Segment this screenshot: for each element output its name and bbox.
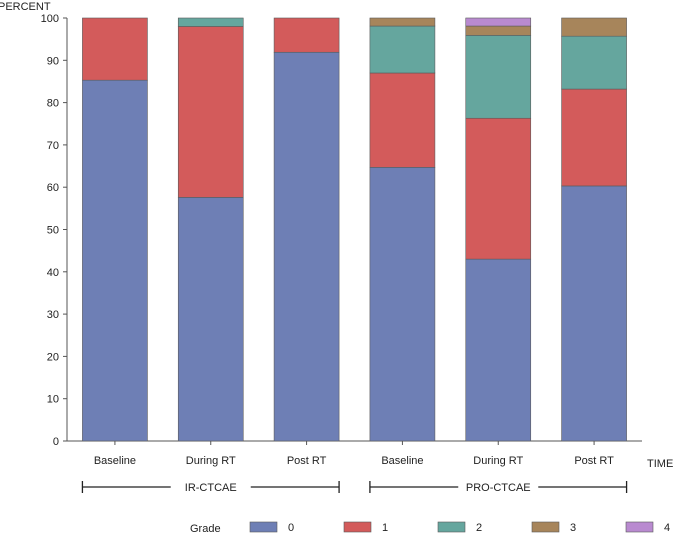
bar-segment bbox=[561, 185, 627, 442]
bar-segment bbox=[465, 35, 532, 119]
legend-swatch bbox=[437, 521, 466, 533]
bar-segment bbox=[177, 26, 244, 198]
legend-swatch bbox=[625, 521, 654, 533]
legend-swatch bbox=[531, 521, 560, 533]
bar-segment bbox=[82, 79, 148, 442]
x-tick-label: During RT bbox=[186, 455, 236, 467]
bar-segment bbox=[82, 17, 148, 81]
bar-segment bbox=[465, 25, 532, 36]
y-tick-label: 60 bbox=[47, 182, 59, 194]
bar-segment bbox=[465, 258, 532, 442]
legend: Grade 0 1 2 3 4 bbox=[190, 521, 670, 533]
bar-segment bbox=[369, 25, 436, 74]
x-tick-label: During RT bbox=[473, 455, 523, 467]
legend-label: 1 bbox=[382, 522, 388, 533]
x-tick-label: Post RT bbox=[287, 455, 327, 467]
bar-segment bbox=[465, 117, 532, 260]
y-tick-label: 40 bbox=[47, 267, 59, 279]
bar-segment bbox=[369, 72, 436, 168]
x-tick-label: Baseline bbox=[381, 455, 423, 467]
group-brackets: IR-CTCAE PRO-CTCAE bbox=[81, 481, 628, 494]
bar-segment bbox=[465, 17, 532, 27]
y-tick-label: 50 bbox=[47, 225, 59, 237]
group-label: IR-CTCAE bbox=[185, 482, 237, 494]
bar-segment bbox=[561, 88, 627, 187]
legend-swatch bbox=[343, 521, 372, 533]
bar-segment bbox=[177, 197, 244, 442]
legend-label: 2 bbox=[476, 522, 482, 533]
legend-label: 0 bbox=[288, 522, 294, 533]
bar-segment bbox=[369, 17, 436, 27]
x-tick-label: Post RT bbox=[574, 455, 614, 467]
x-tick-label: Baseline bbox=[94, 455, 136, 467]
y-tick-label: 10 bbox=[47, 394, 59, 406]
y-tick-label: 0 bbox=[53, 436, 59, 448]
legend-label: 3 bbox=[570, 522, 576, 533]
bar-segment bbox=[369, 167, 436, 442]
x-axis-title: TIME bbox=[647, 458, 673, 470]
y-tick-label: 20 bbox=[47, 351, 59, 363]
plot-area: 0 10 20 30 40 50 60 70 80 90 100 Baseline During RT P… bbox=[41, 13, 642, 467]
y-axis-title: PERCENT bbox=[0, 1, 51, 13]
legend-title: Grade bbox=[190, 523, 221, 533]
bar-segment bbox=[561, 35, 627, 90]
bar-segment bbox=[177, 17, 244, 27]
bar-segment bbox=[273, 51, 340, 442]
y-tick-label: 100 bbox=[41, 13, 59, 25]
legend-label: 4 bbox=[664, 522, 670, 533]
group-label: PRO-CTCAE bbox=[466, 482, 531, 494]
y-tick-label: 80 bbox=[47, 98, 59, 110]
y-tick-label: 90 bbox=[47, 55, 59, 67]
bar-segment bbox=[561, 17, 627, 37]
legend-swatch bbox=[249, 521, 278, 533]
y-tick-label: 30 bbox=[47, 309, 59, 321]
bar-segment bbox=[273, 17, 340, 53]
y-tick-label: 70 bbox=[47, 140, 59, 152]
